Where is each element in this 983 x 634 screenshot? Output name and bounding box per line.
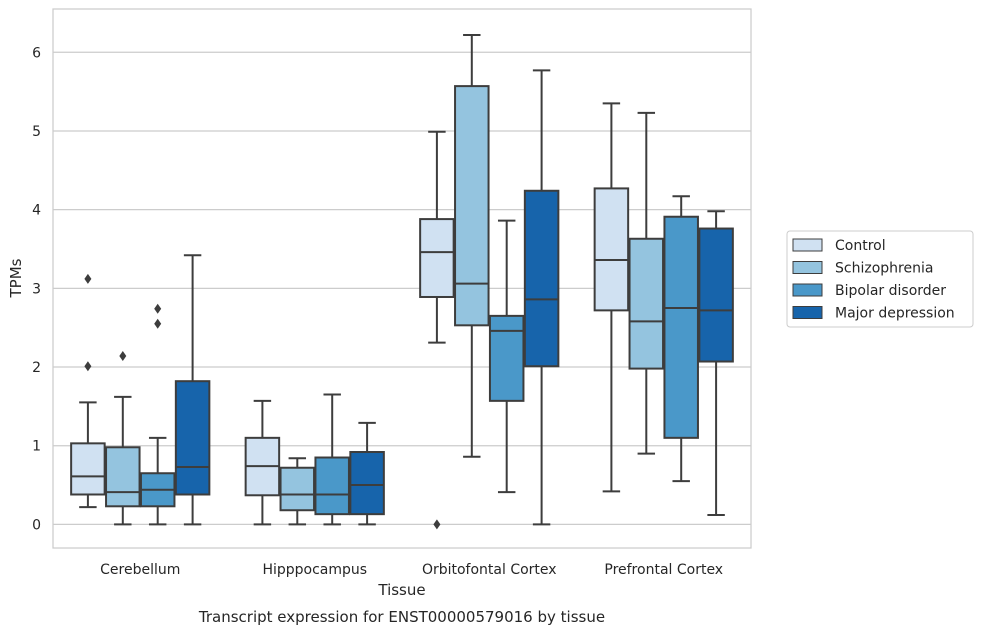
y-tick-labels: 0 1 2 3 4 5 6 [32,45,41,533]
box-body [105,446,141,508]
x-tick-label: Prefrontal Cortex [604,562,723,578]
box-1-1 [279,457,316,526]
box-1-3 [349,421,385,526]
x-tick-label: Hipppocampus [262,562,367,578]
box-3-3 [698,210,734,516]
y-tick-label: 1 [32,439,41,455]
box-0-3 [174,254,211,526]
legend: Control Schizophrenia Bipolar disorder Majo… [786,230,974,328]
box-body [454,85,490,327]
legend-label: Control [835,238,886,254]
y-tick-label: 3 [32,281,41,297]
outlier-point [154,318,162,329]
box-body [698,227,734,363]
box-3-1 [628,111,665,455]
outlier-point [433,519,441,530]
box-body [628,237,665,370]
outlier-point [84,361,92,372]
box-body [593,187,630,312]
outlier-point [119,351,127,362]
box-body [419,218,455,298]
outlier-point [154,303,162,314]
box-2-1 [454,33,490,458]
box-2-2 [488,219,525,494]
box-body [349,451,385,516]
legend-label: Schizophrenia [835,261,933,277]
box-body [70,442,106,496]
legend-swatch [792,261,823,274]
box-body [279,466,316,512]
box-1-2 [314,393,350,526]
box-body [174,380,211,496]
x-tick-label: Orbitofontal Cortex [422,562,557,578]
y-tick-label: 5 [32,124,41,140]
legend-swatch [792,306,823,319]
box-body [488,314,525,402]
y-axis-label: TPMs [7,258,25,298]
x-axis-label: Tissue [377,581,425,599]
y-tick-label: 0 [32,517,41,533]
box-body [663,215,699,439]
box-body [523,189,560,368]
box-body [314,456,350,516]
legend-label: Bipolar disorder [835,283,946,299]
y-tick-label: 4 [32,203,41,219]
box-0-0 [70,273,106,509]
x-tick-labels: Cerebellum Hipppocampus Orbitofontal Corte… [100,562,723,578]
x-tick-label: Cerebellum [100,562,180,578]
y-tick-label: 6 [32,45,41,61]
box-0-1 [105,351,141,526]
box-3-0 [593,102,630,493]
plot-frame [52,8,752,549]
legend-swatch [792,238,823,252]
box-3-2 [663,195,699,483]
y-tick-label: 2 [32,360,41,376]
box-2-0 [419,130,455,530]
gridlines [53,51,751,526]
chart-caption: Transcript expression for ENST0000057901… [198,608,605,626]
boxes [70,33,734,530]
legend-swatch [792,283,823,297]
outlier-point [84,273,92,284]
box-0-2 [139,303,176,526]
box-1-0 [244,399,281,526]
box-2-3 [523,69,560,526]
legend-label: Major depression [835,306,955,322]
legend-frame [786,230,974,328]
